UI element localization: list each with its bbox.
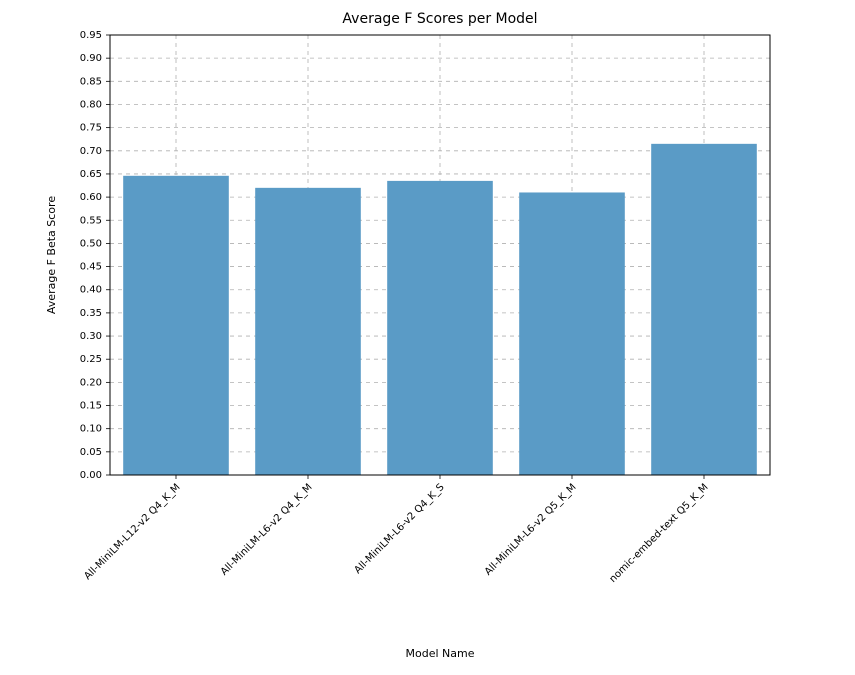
y-tick-label: 0.35	[80, 308, 102, 319]
chart-container: 0.00 0.05 0.10 0.15 0.20 0.25 0.30 0.35 0.40 0.45…	[0, 0, 855, 675]
bar	[123, 176, 229, 475]
y-tick-label: 0.05	[80, 447, 102, 458]
y-tick-label: 0.15	[80, 401, 102, 412]
bars	[123, 144, 757, 475]
bar	[387, 181, 493, 475]
y-tick-label: 0.10	[80, 424, 102, 435]
y-tick-label: 0.30	[80, 331, 102, 342]
chart-title: Average F Scores per Model	[342, 11, 537, 27]
y-tick-label: 0.80	[80, 99, 102, 110]
y-tick-label: 0.00	[80, 470, 102, 481]
bar	[255, 188, 361, 475]
y-tick-label: 0.50	[80, 238, 102, 249]
y-tick-label: 0.60	[80, 192, 102, 203]
y-tick-label: 0.40	[80, 285, 102, 296]
bar	[519, 192, 625, 475]
bar	[651, 144, 757, 475]
y-tick-label: 0.20	[80, 377, 102, 388]
y-tick-label: 0.75	[80, 123, 102, 134]
y-tick-label: 0.85	[80, 76, 102, 87]
y-axis-label: Average F Beta Score	[45, 196, 58, 314]
y-tick-label: 0.95	[80, 30, 102, 41]
y-tick-label: 0.90	[80, 53, 102, 64]
x-axis-label: Model Name	[406, 647, 475, 660]
y-tick-label: 0.25	[80, 354, 102, 365]
y-tick-label: 0.70	[80, 146, 102, 157]
y-tick-label: 0.45	[80, 262, 102, 273]
y-tick-label: 0.55	[80, 215, 102, 226]
y-tick-label: 0.65	[80, 169, 102, 180]
bar-chart: 0.00 0.05 0.10 0.15 0.20 0.25 0.30 0.35 0.40 0.45…	[0, 0, 855, 675]
